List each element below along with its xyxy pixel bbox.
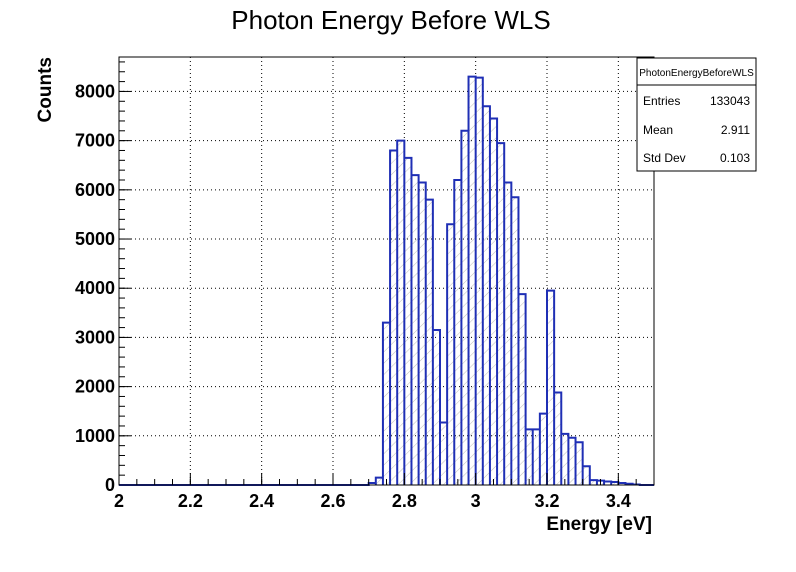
y-tick-label-3: 3000 xyxy=(75,327,115,347)
stats-stddev-label: Std Dev xyxy=(643,151,686,165)
stats-box-frame xyxy=(636,57,757,172)
x-tick-label-3: 2.6 xyxy=(320,491,345,511)
y-tick-label-7: 7000 xyxy=(75,131,115,151)
y-tick-label-4: 4000 xyxy=(75,278,115,298)
x-tick-label-2: 2.4 xyxy=(249,491,274,511)
x-tick-label-7: 3.4 xyxy=(606,491,631,511)
stats-stddev-value: 0.103 xyxy=(720,151,750,165)
stats-box-title: PhotonEnergyBeforeWLS xyxy=(639,68,754,79)
y-tick-label-1: 1000 xyxy=(75,426,115,446)
y-tick-label-2: 2000 xyxy=(75,377,115,397)
y-tick-label-8: 8000 xyxy=(75,81,115,101)
y-tick-label-5: 5000 xyxy=(75,229,115,249)
y-axis-label: Counts xyxy=(35,57,56,122)
histogram-series xyxy=(119,75,654,486)
stats-entries-label: Entries xyxy=(643,94,680,108)
x-tick-label-1: 2.2 xyxy=(178,491,203,511)
x-tick-label-4: 2.8 xyxy=(392,491,417,511)
y-tick-label-0: 0 xyxy=(105,475,115,495)
stats-entries-value: 133043 xyxy=(710,94,750,108)
stats-mean-value: 2.911 xyxy=(721,123,750,137)
x-tick-label-5: 3 xyxy=(471,491,481,511)
x-axis: 2 2.2 2.4 2.6 2.8 3 3.2 3.4 xyxy=(114,473,655,511)
x-axis-label: Energy [eV] xyxy=(546,514,652,535)
x-tick-label-6: 3.2 xyxy=(534,491,559,511)
y-tick-label-6: 6000 xyxy=(75,180,115,200)
stats-mean-label: Mean xyxy=(643,123,673,137)
x-tick-label-0: 2 xyxy=(114,491,124,511)
y-axis: 0 1000 2000 3000 4000 5000 6000 7000 8000 xyxy=(75,61,131,495)
chart-title: Photon Energy Before WLS xyxy=(231,5,550,35)
histogram-fill xyxy=(119,76,654,485)
stats-box: PhotonEnergyBeforeWLS Entries 133043 Mea… xyxy=(636,57,757,172)
